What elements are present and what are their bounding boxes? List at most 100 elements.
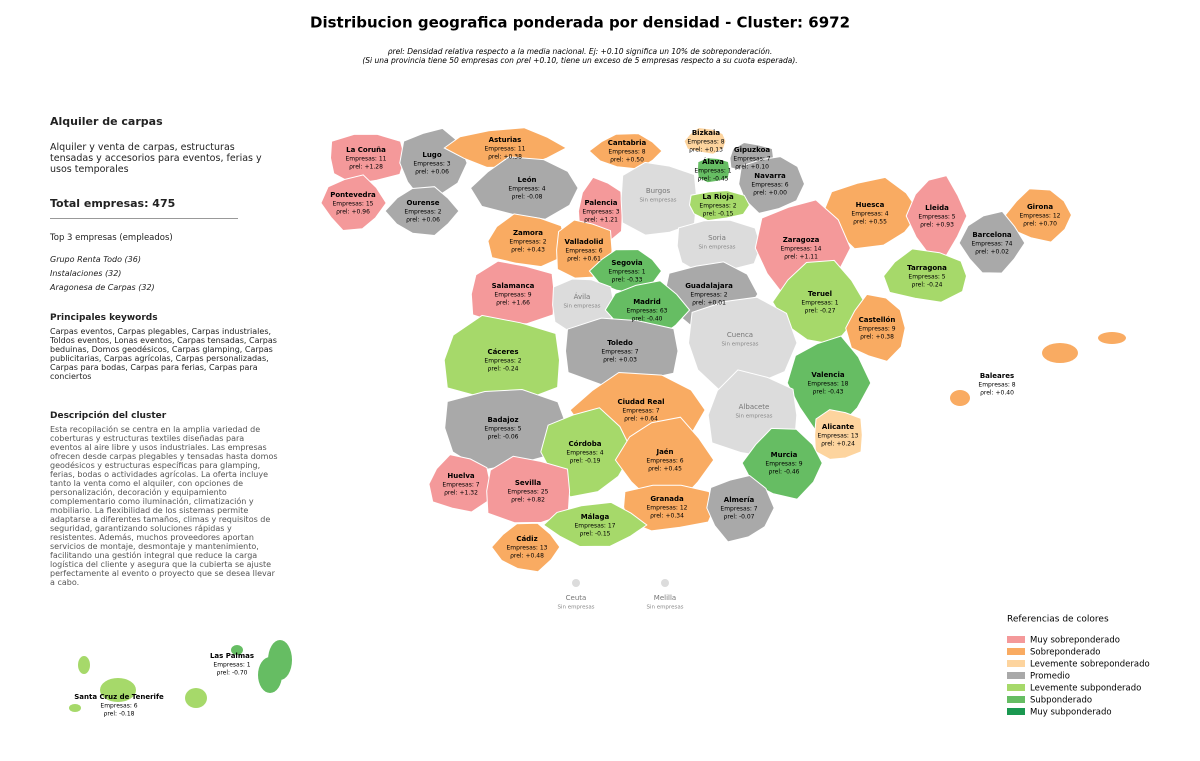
- province-count: Empresas: 2: [509, 239, 546, 246]
- province: [620, 161, 698, 236]
- province-name: Guadalajara: [685, 282, 733, 290]
- title: Distribucion geografica ponderada por de…: [310, 14, 850, 32]
- top-title: Top 3 empresas (empleados): [50, 233, 173, 243]
- province-count: Empresas: 4: [566, 450, 603, 457]
- province: [883, 248, 968, 303]
- description-title: Descripción del cluster: [50, 411, 167, 421]
- province-rho: ρrel: +0.40: [980, 390, 1014, 397]
- province: [661, 579, 669, 587]
- province-name: Albacete: [739, 403, 770, 411]
- province-name: Tarragona: [907, 264, 947, 272]
- province-name: Melilla: [654, 594, 676, 602]
- province-count: Empresas: 5: [918, 214, 955, 221]
- province-count: Empresas: 6: [751, 182, 788, 189]
- province-rho: ρrel: +0.45: [648, 466, 682, 473]
- province-rho: ρrel: -0.43: [813, 389, 844, 396]
- province-count: Empresas: 8: [608, 149, 645, 156]
- province-name: Baleares: [980, 372, 1014, 380]
- province-name: Huesca: [856, 201, 885, 209]
- province-name: León: [517, 176, 536, 184]
- province-name: Valencia: [811, 371, 844, 379]
- province-rho: ρrel: +0.06: [415, 169, 449, 176]
- province-rho: ρrel: +0.96: [336, 209, 370, 216]
- province: [428, 454, 491, 513]
- province: [329, 133, 406, 185]
- province-name: Ceuta: [566, 594, 587, 602]
- province-name: Girona: [1027, 203, 1053, 211]
- subtitle: ρrel: Densidad relativa respecto a la me…: [388, 47, 772, 56]
- province-count: Empresas: 1: [694, 168, 731, 175]
- province-name: Asturias: [489, 136, 522, 144]
- province: [741, 427, 823, 500]
- province: [490, 522, 561, 573]
- province-count: Empresas: 7: [601, 349, 638, 356]
- province-name: Alicante: [822, 423, 854, 431]
- province-rho: ρrel: +1.32: [444, 490, 478, 497]
- province-name: Badajoz: [487, 416, 518, 424]
- province-name: Las Palmas: [210, 652, 254, 660]
- province-count: Empresas: 12: [647, 505, 688, 512]
- province: [958, 210, 1026, 274]
- province-count: Empresas: 4: [508, 186, 545, 193]
- legend-label: Promedio: [1030, 672, 1070, 682]
- sidebar: Alquiler de carpas Alquiler y venta de c…: [50, 115, 280, 591]
- province-count: Empresas: 25: [508, 489, 549, 496]
- province-name: Zamora: [513, 229, 543, 237]
- province-rho: ρrel: -0.07: [724, 514, 755, 521]
- province-count: Empresas: 5: [484, 426, 521, 433]
- province-name: Salamanca: [492, 282, 535, 290]
- province-count: Empresas: 1: [213, 662, 250, 669]
- province-count: Empresas: 63: [627, 308, 668, 315]
- province-count: Empresas: 1: [801, 300, 838, 307]
- province-note: Sin empresas: [721, 342, 758, 348]
- province-name: Cuenca: [727, 331, 753, 339]
- province: [814, 409, 863, 460]
- legend-swatch: [1007, 672, 1025, 679]
- province-count: Empresas: 3: [413, 161, 450, 168]
- province-rho: ρrel: -0.15: [580, 531, 611, 538]
- province: [470, 260, 555, 325]
- province-count: Empresas: 6: [646, 458, 683, 465]
- province: [696, 157, 731, 184]
- province: [320, 174, 387, 232]
- island: [69, 704, 81, 712]
- province-count: Empresas: 18: [808, 381, 849, 388]
- province-rho: ρrel: +0.61: [567, 256, 601, 263]
- province-rho: ρrel: -0.08: [512, 194, 543, 201]
- legend-label: Muy subponderado: [1030, 708, 1112, 718]
- province-rho: ρrel: -0.15: [703, 211, 734, 218]
- province-rho: ρrel: +0.10: [735, 164, 769, 171]
- province-rho: ρrel: +0.64: [624, 416, 658, 423]
- province-rho: ρrel: +0.50: [610, 157, 644, 164]
- province: [683, 126, 727, 155]
- province-rho: ρrel: +1.66: [496, 300, 530, 307]
- province-count: Empresas: 14: [781, 246, 822, 253]
- province: [623, 484, 716, 532]
- province-name: Segovia: [611, 259, 643, 267]
- province-name: Cádiz: [516, 535, 537, 543]
- province-name: Málaga: [581, 513, 610, 521]
- top-list: Grupo Renta Todo (36) Instalaciones (32) A…: [50, 253, 280, 295]
- province-rho: ρrel: -0.45: [698, 176, 729, 183]
- island: [231, 645, 243, 655]
- province-name: Gipuzkoa: [734, 146, 770, 154]
- province-name: Murcia: [771, 451, 798, 459]
- legend-label: Sobreponderado: [1030, 648, 1100, 658]
- province: [845, 293, 906, 362]
- province-count: Empresas: 7: [622, 408, 659, 415]
- province-count: Empresas: 6: [565, 248, 602, 255]
- province: [469, 156, 579, 220]
- province-name: Madrid: [633, 298, 661, 306]
- total: Total empresas: 475: [50, 197, 176, 210]
- island: [78, 656, 90, 674]
- province-rho: ρrel: -0.18: [104, 711, 135, 718]
- province-count: Empresas: 15: [333, 201, 374, 208]
- province-rho: ρrel: +0.03: [603, 357, 637, 364]
- island: [950, 390, 970, 406]
- province: [706, 474, 775, 543]
- legend-swatch: [1007, 684, 1025, 691]
- province-name: Ciudad Real: [618, 398, 665, 406]
- province-name: Ourense: [406, 199, 439, 207]
- province-count: Empresas: 9: [494, 292, 531, 299]
